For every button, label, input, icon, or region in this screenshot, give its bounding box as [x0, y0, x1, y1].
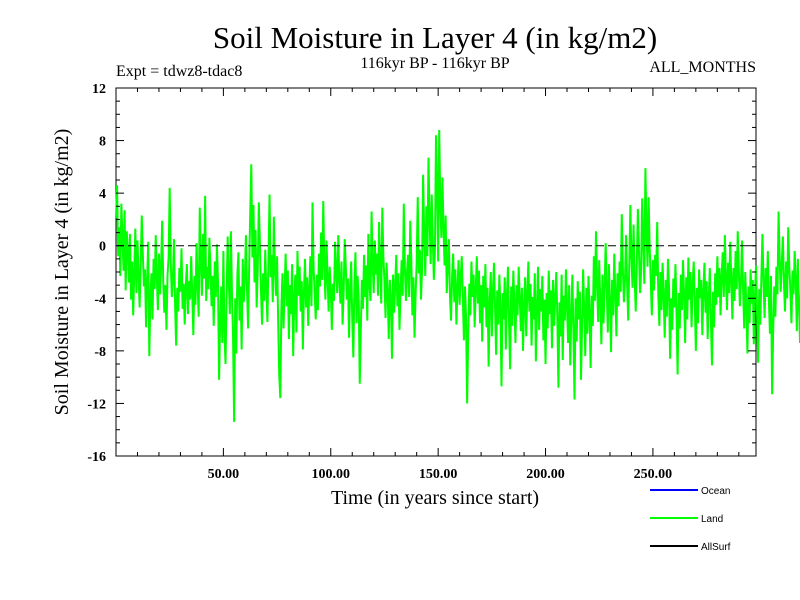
plot-area: 50.00 100.00 150.00 200.00 250.00 -16 -12 -8 -4… [87, 82, 800, 482]
legend-label-allsurf: AllSurf [701, 542, 731, 553]
legend-label-land: Land [701, 514, 723, 525]
x-axis-label: Time (in years since start) [331, 487, 539, 509]
time-range-label: 116kyr BP - 116kyr BP [360, 55, 509, 72]
x-tick-label: 150.00 [419, 467, 458, 482]
y-tick-label: 8 [99, 135, 106, 150]
chart-title: Soil Moisture in Layer 4 (in kg/m2) [213, 20, 657, 55]
series-layer [115, 130, 800, 422]
y-tick-label: -12 [87, 397, 106, 412]
y-tick-label: 4 [99, 187, 106, 202]
legend: Ocean Land AllSurf [650, 486, 731, 553]
series-line-land [115, 130, 800, 422]
x-tick-label: 250.00 [634, 467, 673, 482]
y-tick-label: -4 [94, 292, 106, 307]
y-tick-label: -16 [87, 450, 106, 465]
x-axis-ticks: 50.00 100.00 150.00 200.00 250.00 [136, 88, 740, 482]
y-tick-label: 12 [92, 82, 106, 97]
y-tick-label: 0 [99, 240, 106, 255]
y-axis-ticks: -16 -12 -8 -4 0 4 8 12 [87, 82, 756, 465]
legend-label-ocean: Ocean [701, 486, 730, 497]
y-axis-label: Soil Moisture in Layer 4 (in kg/m2) [51, 129, 73, 416]
x-tick-label: 50.00 [208, 467, 240, 482]
experiment-label: Expt = tdwz8-tdac8 [116, 63, 242, 80]
x-tick-label: 100.00 [312, 467, 351, 482]
x-tick-label: 200.00 [526, 467, 565, 482]
months-label: ALL_MONTHS [649, 59, 756, 76]
y-tick-label: -8 [94, 345, 106, 360]
